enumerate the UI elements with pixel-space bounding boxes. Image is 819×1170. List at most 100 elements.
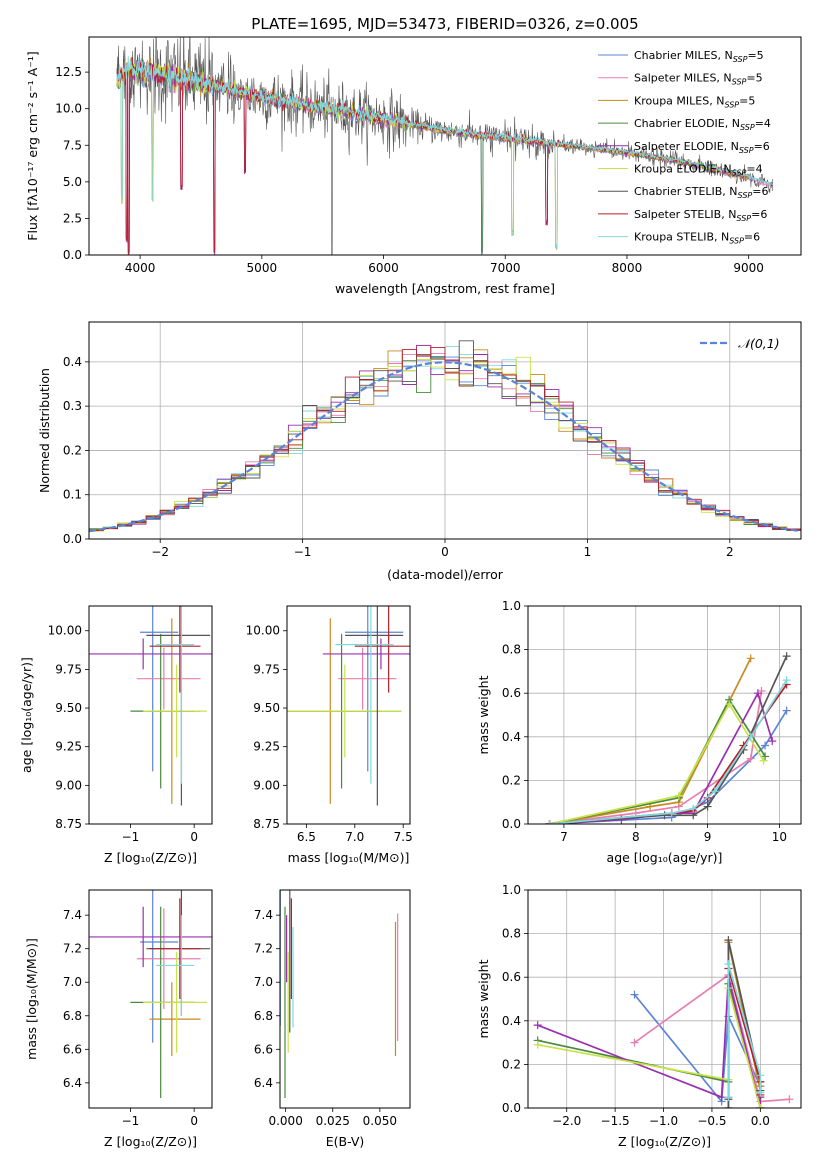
normal-reference-curve xyxy=(89,361,801,533)
y-tick-label: 6.8 xyxy=(63,1009,82,1023)
plot-area xyxy=(89,606,212,806)
mass-weight-marker-7 xyxy=(660,811,669,820)
y-tick-label: 0.4 xyxy=(502,1014,521,1028)
y-tick-label: 9.00 xyxy=(253,778,280,792)
mass-weight-line-2 xyxy=(634,973,790,1103)
legend-entry: 𝒩(0,1) xyxy=(738,336,780,351)
plot-area xyxy=(89,890,212,1098)
mass-weight-marker-9 xyxy=(724,960,733,969)
mass-weight-marker-9 xyxy=(689,804,698,813)
y-tick-label: 12.5 xyxy=(55,65,82,79)
axes-frame xyxy=(286,605,411,825)
legend-entry: Chabrier MILES, NSSP=5 xyxy=(634,49,764,64)
residuals-panel: −2 −1 0 1 2 0.0 0.1 0.2 0.3 0.4 (data-model)/error… xyxy=(37,321,802,582)
age-vs-metallicity-panel: −1 0 8.75 9.00 9.25 9.50 9.75 10.00 Z [log₁₀(Z/Z… xyxy=(19,605,213,865)
mass-weight-marker-9 xyxy=(710,787,719,796)
x-tick-label: 7.5 xyxy=(394,830,413,844)
mass-vs-metallicity-panel: −1 0 6.4 6.6 6.8 7.0 7.2 7.4 Z [log₁₀(Z/Z⊙)] mass… xyxy=(24,889,213,1149)
y-tick-label: 6.6 xyxy=(63,1042,82,1056)
legend-entry: Chabrier STELIB, NSSP=6 xyxy=(634,185,768,200)
y-tick-label: 0.6 xyxy=(502,970,521,984)
mass-weight-marker-6 xyxy=(759,756,768,765)
y-axis-label: mass weight xyxy=(476,675,491,754)
y-tick-label: 7.2 xyxy=(63,942,82,956)
plot-area xyxy=(89,340,801,534)
x-tick-label: 4000 xyxy=(125,261,156,275)
legend: Chabrier MILES, NSSP=5 Salpeter MILES, NS… xyxy=(598,49,771,246)
mass-weight-marker-5 xyxy=(717,1093,726,1102)
y-tick-label: 0.8 xyxy=(502,927,521,941)
mass-vs-extinction-panel: 0.000 0.025 0.050 6.4 6.6 6.8 7.0 7.2 7.4 E(B-V) xyxy=(254,889,411,1149)
mass-weight-marker-1 xyxy=(630,990,639,999)
x-tick-label: 0 xyxy=(190,1114,198,1128)
y-tick-label: 0.0 xyxy=(502,1101,521,1115)
mass-weight-line-6 xyxy=(549,702,765,824)
y-tick-label: 0.3 xyxy=(63,399,82,413)
axes-frame xyxy=(527,605,802,825)
axes-frame xyxy=(88,36,802,256)
mass-weight-line-2 xyxy=(549,690,763,824)
y-tick-label: 8.75 xyxy=(55,817,82,831)
x-axis-label: Z [log₁₀(Z/Z⊙)] xyxy=(618,1134,711,1149)
y-tick-label: 0.2 xyxy=(502,1057,521,1071)
x-tick-label: 1 xyxy=(584,545,592,559)
mass-weight-marker-6 xyxy=(756,1104,765,1108)
y-axis-label: mass [log₁₀(M/M⊙)] xyxy=(24,938,39,1060)
legend-entry: Kroupa STELIB, NSSP=6 xyxy=(634,231,760,246)
y-tick-label: 6.8 xyxy=(254,1009,273,1023)
legend-entry: Kroupa MILES, NSSP=5 xyxy=(634,94,755,109)
mass-weight-marker-5 xyxy=(533,1021,542,1030)
x-tick-label: 0.050 xyxy=(363,1114,397,1128)
x-tick-label: 0.025 xyxy=(316,1114,350,1128)
x-tick-label: 7 xyxy=(560,830,568,844)
y-tick-label: 2.5 xyxy=(63,211,82,225)
y-tick-label: 7.0 xyxy=(63,975,82,989)
mass-weight-line-9 xyxy=(727,963,762,1098)
x-tick-label: 5000 xyxy=(247,261,278,275)
x-tick-label: 2 xyxy=(726,545,734,559)
y-tick-label: 9.75 xyxy=(55,662,82,676)
mass-weight-marker-4 xyxy=(761,752,770,761)
spectrum-line-9 xyxy=(116,55,773,250)
y-tick-label: 9.50 xyxy=(253,701,280,715)
y-tick-label: 0.0 xyxy=(63,532,82,546)
mass-weight-vs-age-panel: 7 8 9 10 0.0 0.2 0.4 0.6 0.8 1.0 age [log₁₀(age/yr… xyxy=(476,599,802,865)
y-tick-label: 6.4 xyxy=(254,1076,273,1090)
y-tick-label: 10.00 xyxy=(48,624,82,638)
y-tick-label: 7.5 xyxy=(63,138,82,152)
x-tick-label: −1 xyxy=(122,1114,140,1128)
y-tick-label: 1.0 xyxy=(502,883,521,897)
x-tick-label: −2.0 xyxy=(552,1114,581,1128)
x-tick-label: 6000 xyxy=(368,261,399,275)
axes-frame xyxy=(88,889,213,1109)
x-tick-label: −1 xyxy=(294,545,312,559)
legend-entry: Salpeter ELODIE, NSSP=6 xyxy=(634,140,770,155)
axes-frame xyxy=(88,605,213,825)
x-tick-label: −1.5 xyxy=(601,1114,630,1128)
y-tick-label: 6.6 xyxy=(254,1042,273,1056)
x-axis-label: mass [log₁₀(M/M⊙)] xyxy=(288,850,410,865)
legend-entry: Salpeter STELIB, NSSP=6 xyxy=(634,208,767,223)
y-tick-label: 9.25 xyxy=(55,740,82,754)
x-tick-label: 8000 xyxy=(612,261,643,275)
mass-weight-marker-7 xyxy=(724,936,733,945)
mass-weight-marker-9 xyxy=(724,1093,733,1102)
mass-weight-marker-7 xyxy=(703,802,712,811)
x-axis-label: wavelength [Angstrom, rest frame] xyxy=(335,281,555,296)
x-tick-label: 6.5 xyxy=(297,830,316,844)
x-tick-label: 0 xyxy=(441,545,449,559)
y-tick-label: 6.4 xyxy=(63,1076,82,1090)
mass-weight-marker-7 xyxy=(724,1104,733,1108)
y-tick-label: 9.25 xyxy=(253,740,280,754)
x-tick-label: 9 xyxy=(704,830,712,844)
y-tick-label: 0.1 xyxy=(63,488,82,502)
x-tick-label: 0.000 xyxy=(268,1114,302,1128)
x-tick-label: 9000 xyxy=(733,261,764,275)
y-tick-label: 0.2 xyxy=(502,773,521,787)
mass-weight-marker-9 xyxy=(667,809,676,818)
y-tick-label: 0.4 xyxy=(502,730,521,744)
chart-title: PLATE=1695, MJD=53473, FIBERID=0326, z=0… xyxy=(251,15,638,33)
axes-frame xyxy=(527,889,802,1109)
y-tick-label: 0.8 xyxy=(502,643,521,657)
mass-weight-marker-6 xyxy=(725,700,734,709)
